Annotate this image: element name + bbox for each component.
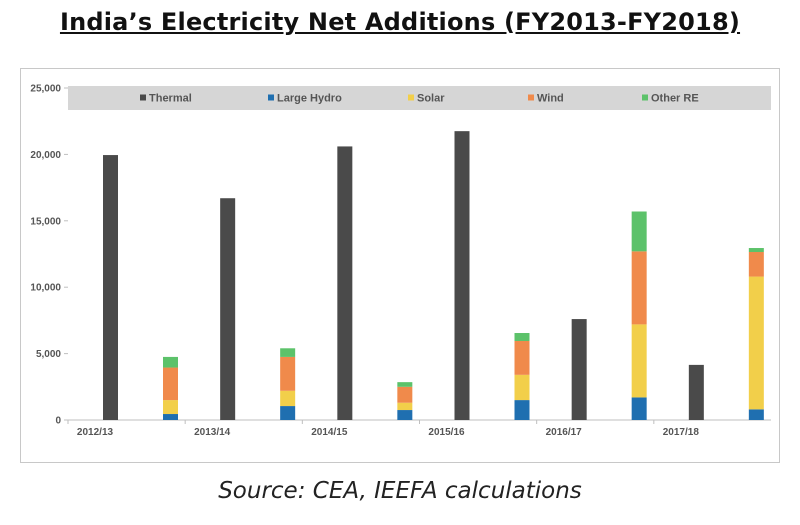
bar-wind [514,340,530,375]
bar-thermal [220,198,236,420]
x-tick-label: 2013/14 [194,427,231,438]
legend-label: Thermal [149,93,192,105]
y-tick-label: 20,000 [30,150,61,161]
page-title: India’s Electricity Net Additions (FY201… [59,8,741,36]
bar-chart: Thermal Large Hydro Solar Wind Other RE 0 5,0… [20,68,780,463]
bar-wind [631,251,647,325]
bar-thermal [337,146,353,420]
legend-swatch [528,94,534,101]
bar-thermal [688,364,704,420]
y-tick-label: 5,000 [36,349,61,360]
legend-label: Other RE [651,93,699,105]
legend: Thermal Large Hydro Solar Wind Other RE [140,93,699,105]
chart-container: Thermal Large Hydro Solar Wind Other RE 0 5,0… [20,68,780,467]
bar-other-re [514,333,530,341]
bar-wind [397,386,413,403]
y-tick-label: 0 [55,416,61,427]
bar-other-re [748,248,764,253]
bar-thermal [103,155,118,420]
source-caption: Source: CEA, IEEFA calculations [218,478,582,504]
bar-large-hydro [748,409,764,420]
y-tick-label: 25,000 [30,84,61,95]
bar-solar [397,402,413,411]
legend-label: Wind [537,93,564,105]
x-tick-label: 2012/13 [77,427,114,438]
x-tick-label: 2015/16 [428,427,465,438]
bar-thermal [571,319,587,420]
bar-large-hydro [280,406,296,420]
bar-solar [748,276,764,410]
bar-solar [280,390,296,407]
bar-other-re [631,211,647,252]
legend-swatch [408,94,414,101]
legend-band [68,86,771,110]
legend-swatch [268,94,274,101]
bar-wind [280,356,296,391]
x-tick-label: 2014/15 [311,427,348,438]
bar-large-hydro [397,410,413,420]
bar-other-re [163,356,178,368]
y-axis: 0 5,000 10,000 15,000 20,000 25,000 [30,84,68,427]
bar-large-hydro [514,400,530,420]
bar-solar [163,400,178,415]
bar-wind [748,252,764,277]
legend-label: Solar [417,93,445,105]
x-axis: 2012/13 2013/14 2014/15 2015/16 2016/17 2017/… [67,420,700,438]
bar-other-re [397,382,413,387]
x-tick-label: 2016/17 [546,427,583,438]
bar-thermal [454,131,470,420]
x-tick-label: 2017/18 [663,427,700,438]
bar-wind [163,367,178,401]
y-tick-label: 10,000 [30,283,61,294]
bars [103,131,764,420]
legend-label: Large Hydro [277,93,342,105]
bar-other-re [280,348,296,357]
bar-large-hydro [631,397,647,420]
bar-solar [631,324,647,398]
bar-solar [514,374,530,401]
y-tick-label: 15,000 [30,216,61,227]
legend-swatch [140,94,146,101]
bar-large-hydro [163,414,178,420]
legend-swatch [642,94,648,101]
